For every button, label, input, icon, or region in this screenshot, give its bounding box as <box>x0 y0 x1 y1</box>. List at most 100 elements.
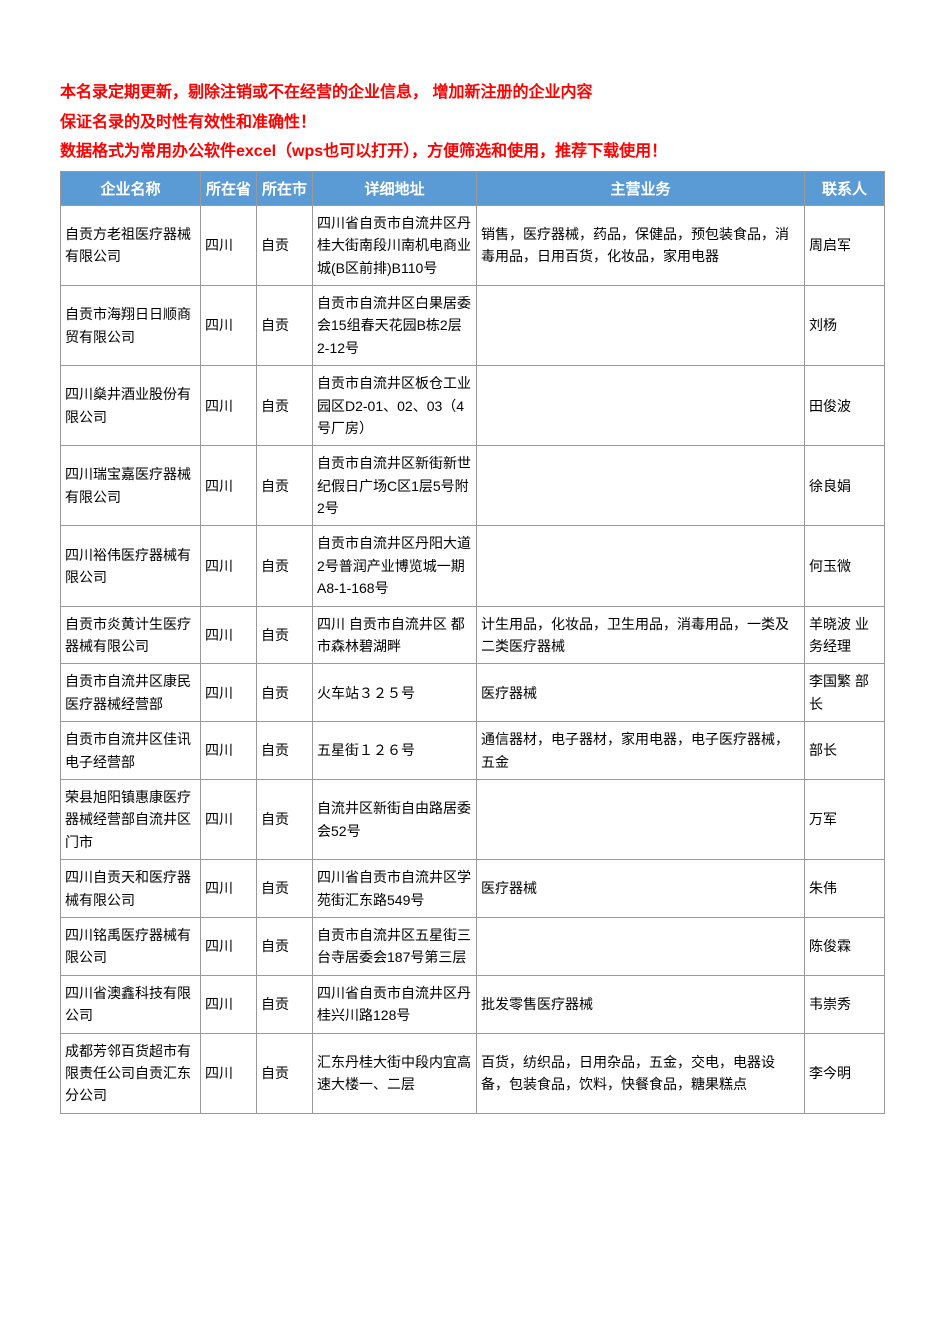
cell-name: 荣县旭阳镇惠康医疗器械经营部自流井区门市 <box>61 779 201 859</box>
cell-business <box>477 285 805 365</box>
cell-business: 通信器材，电子器材，家用电器，电子医疗器械，五金 <box>477 722 805 780</box>
cell-city: 自贡 <box>257 366 313 446</box>
cell-business <box>477 526 805 606</box>
cell-name: 自贡方老祖医疗器械有限公司 <box>61 205 201 285</box>
cell-province: 四川 <box>201 1033 257 1113</box>
cell-address: 自贡市自流井区白果居委会15组春天花园B栋2层2-12号 <box>313 285 477 365</box>
col-header-address: 详细地址 <box>313 171 477 205</box>
cell-business: 批发零售医疗器械 <box>477 975 805 1033</box>
cell-address: 五星街１２６号 <box>313 722 477 780</box>
cell-business: 医疗器械 <box>477 860 805 918</box>
cell-province: 四川 <box>201 722 257 780</box>
cell-province: 四川 <box>201 285 257 365</box>
cell-contact: 徐良娟 <box>805 446 885 526</box>
col-header-name: 企业名称 <box>61 171 201 205</box>
cell-contact: 李国繁 部长 <box>805 664 885 722</box>
table-row: 荣县旭阳镇惠康医疗器械经营部自流井区门市四川自贡自流井区新街自由路居委会52号 万… <box>61 779 885 859</box>
table-row: 四川瑞宝嘉医疗器械有限公司四川自贡自贡市自流井区新街新世纪假日广场C区1层5号附… <box>61 446 885 526</box>
cell-name: 四川燊井酒业股份有限公司 <box>61 366 201 446</box>
cell-contact: 田俊波 <box>805 366 885 446</box>
cell-province: 四川 <box>201 366 257 446</box>
cell-province: 四川 <box>201 917 257 975</box>
cell-business <box>477 366 805 446</box>
cell-name: 自贡市海翔日日顺商贸有限公司 <box>61 285 201 365</box>
cell-province: 四川 <box>201 526 257 606</box>
table-row: 四川铭禹医疗器械有限公司四川自贡自贡市自流井区五星街三台寺居委会187号第三层 陈… <box>61 917 885 975</box>
cell-business <box>477 917 805 975</box>
cell-address: 自流井区新街自由路居委会52号 <box>313 779 477 859</box>
cell-address: 四川省自贡市自流井区丹桂兴川路128号 <box>313 975 477 1033</box>
col-header-city: 所在市 <box>257 171 313 205</box>
cell-address: 四川 自贡市自流井区 都市森林碧湖畔 <box>313 606 477 664</box>
cell-province: 四川 <box>201 779 257 859</box>
table-row: 自贡市海翔日日顺商贸有限公司四川自贡自贡市自流井区白果居委会15组春天花园B栋2… <box>61 285 885 365</box>
cell-address: 自贡市自流井区丹阳大道2号普润产业博览城一期A8-1-168号 <box>313 526 477 606</box>
cell-city: 自贡 <box>257 526 313 606</box>
cell-contact: 何玉微 <box>805 526 885 606</box>
cell-address: 自贡市自流井区板仓工业园区D2-01、02、03（4号厂房） <box>313 366 477 446</box>
cell-city: 自贡 <box>257 446 313 526</box>
cell-city: 自贡 <box>257 779 313 859</box>
cell-address: 自贡市自流井区新街新世纪假日广场C区1层5号附2号 <box>313 446 477 526</box>
cell-contact: 李今明 <box>805 1033 885 1113</box>
cell-name: 自贡市炎黄计生医疗器械有限公司 <box>61 606 201 664</box>
cell-name: 成都芳邻百货超市有限责任公司自贡汇东分公司 <box>61 1033 201 1113</box>
table-row: 自贡市自流井区佳讯电子经营部四川自贡五星街１２６号通信器材，电子器材，家用电器，… <box>61 722 885 780</box>
header-line-3: 数据格式为常用办公软件excel（wps也可以打开），方便筛选和使用，推荐下载使… <box>60 139 885 165</box>
cell-business: 销售，医疗器械，药品，保健品，预包装食品，消毒用品，日用百货，化妆品，家用电器 <box>477 205 805 285</box>
cell-name: 四川裕伟医疗器械有限公司 <box>61 526 201 606</box>
cell-contact: 羊晓波 业务经理 <box>805 606 885 664</box>
col-header-contact: 联系人 <box>805 171 885 205</box>
cell-contact: 陈俊霖 <box>805 917 885 975</box>
col-header-province: 所在省 <box>201 171 257 205</box>
cell-contact: 韦崇秀 <box>805 975 885 1033</box>
cell-contact: 刘杨 <box>805 285 885 365</box>
cell-province: 四川 <box>201 446 257 526</box>
cell-name: 自贡市自流井区康民医疗器械经营部 <box>61 664 201 722</box>
cell-contact: 周启军 <box>805 205 885 285</box>
table-row: 四川燊井酒业股份有限公司四川自贡自贡市自流井区板仓工业园区D2-01、02、03… <box>61 366 885 446</box>
cell-province: 四川 <box>201 205 257 285</box>
cell-city: 自贡 <box>257 975 313 1033</box>
table-row: 四川裕伟医疗器械有限公司四川自贡自贡市自流井区丹阳大道2号普润产业博览城一期A8… <box>61 526 885 606</box>
cell-city: 自贡 <box>257 285 313 365</box>
cell-city: 自贡 <box>257 722 313 780</box>
cell-business: 百货，纺织品，日用杂品，五金，交电，电器设备，包装食品，饮料，快餐食品，糖果糕点 <box>477 1033 805 1113</box>
cell-city: 自贡 <box>257 205 313 285</box>
cell-name: 四川瑞宝嘉医疗器械有限公司 <box>61 446 201 526</box>
table-row: 四川省澳鑫科技有限公司四川自贡四川省自贡市自流井区丹桂兴川路128号批发零售医疗… <box>61 975 885 1033</box>
cell-contact: 万军 <box>805 779 885 859</box>
cell-contact: 朱伟 <box>805 860 885 918</box>
cell-city: 自贡 <box>257 860 313 918</box>
cell-address: 汇东丹桂大街中段内宜高速大楼一、二层 <box>313 1033 477 1113</box>
cell-address: 四川省自贡市自流井区学苑街汇东路549号 <box>313 860 477 918</box>
cell-province: 四川 <box>201 860 257 918</box>
cell-business <box>477 779 805 859</box>
col-header-business: 主营业务 <box>477 171 805 205</box>
cell-address: 火车站３２５号 <box>313 664 477 722</box>
cell-city: 自贡 <box>257 664 313 722</box>
cell-city: 自贡 <box>257 917 313 975</box>
company-table: 企业名称 所在省 所在市 详细地址 主营业务 联系人 自贡方老祖医疗器械有限公司… <box>60 171 885 1114</box>
cell-city: 自贡 <box>257 606 313 664</box>
header-line-1: 本名录定期更新，剔除注销或不在经营的企业信息， 增加新注册的企业内容 <box>60 80 885 106</box>
cell-address: 自贡市自流井区五星街三台寺居委会187号第三层 <box>313 917 477 975</box>
cell-business: 计生用品，化妆品，卫生用品，消毒用品，一类及二类医疗器械 <box>477 606 805 664</box>
table-row: 自贡市自流井区康民医疗器械经营部四川自贡火车站３２５号医疗器械李国繁 部长 <box>61 664 885 722</box>
table-row: 自贡市炎黄计生医疗器械有限公司四川自贡四川 自贡市自流井区 都市森林碧湖畔计生用… <box>61 606 885 664</box>
cell-province: 四川 <box>201 975 257 1033</box>
cell-name: 四川省澳鑫科技有限公司 <box>61 975 201 1033</box>
cell-province: 四川 <box>201 664 257 722</box>
table-row: 成都芳邻百货超市有限责任公司自贡汇东分公司四川自贡汇东丹桂大街中段内宜高速大楼一… <box>61 1033 885 1113</box>
table-row: 自贡方老祖医疗器械有限公司四川自贡四川省自贡市自流井区丹桂大街南段川南机电商业城… <box>61 205 885 285</box>
cell-business <box>477 446 805 526</box>
cell-name: 自贡市自流井区佳讯电子经营部 <box>61 722 201 780</box>
cell-contact: 部长 <box>805 722 885 780</box>
cell-province: 四川 <box>201 606 257 664</box>
cell-city: 自贡 <box>257 1033 313 1113</box>
cell-business: 医疗器械 <box>477 664 805 722</box>
table-header-row: 企业名称 所在省 所在市 详细地址 主营业务 联系人 <box>61 171 885 205</box>
header-line-2: 保证名录的及时性有效性和准确性！ <box>60 110 885 136</box>
cell-name: 四川铭禹医疗器械有限公司 <box>61 917 201 975</box>
cell-name: 四川自贡天和医疗器械有限公司 <box>61 860 201 918</box>
